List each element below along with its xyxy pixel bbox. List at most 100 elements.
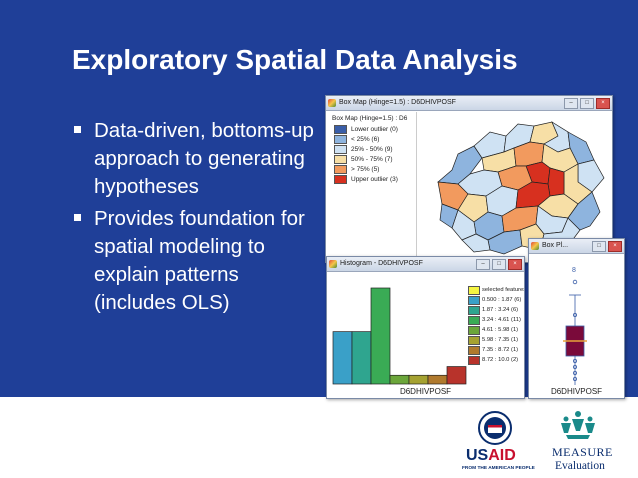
histogram-bar[interactable] [408,374,429,385]
usaid-logo-text: USAID [466,447,516,464]
maximize-button[interactable]: □ [592,241,606,252]
legend-label: 4.61 : 5.98 (1) [482,327,519,333]
close-button[interactable]: × [608,241,622,252]
maximize-button[interactable]: □ [492,259,506,270]
legend-label: 25% - 50% (9) [351,145,393,153]
histogram-caption: D6DHIVPOSF [399,387,452,396]
histogram-legend: selected features 0.500 : 1.87 (6) 1.87 : … [466,285,525,365]
legend-label: selected features [482,287,525,293]
map-region [567,191,601,231]
maximize-button[interactable]: □ [580,98,594,109]
legend-label: Lower outlier (0) [351,125,398,133]
legend-swatch [334,154,347,164]
usaid-tagline: FROM THE AMERICAN PEOPLE [462,466,535,471]
legend-swatch [468,295,480,305]
bullet-text: Provides foundation for spatial modeling… [94,207,305,314]
box-map-window[interactable]: Box Map (Hinge=1.5) : D6DHIVPOSF – □ × B… [325,95,613,263]
box-plot-caption: D6DHIVPOSF [529,387,624,396]
legend-label: Upper outlier (3) [351,175,398,183]
legend-swatch [468,335,480,345]
app-icon [329,260,337,268]
legend-label: 1.87 : 3.24 (6) [482,307,519,313]
legend-label: < 25% (6) [351,135,380,143]
histogram-legend-item: 5.98 : 7.35 (1) [466,335,522,345]
close-button[interactable]: × [596,98,610,109]
map-legend-item: > 75% (5) [328,164,416,174]
minimize-button[interactable]: – [564,98,578,109]
histogram-bar[interactable] [370,287,391,385]
legend-swatch [468,355,480,365]
map-legend-item: Upper outlier (3) [328,174,416,184]
histogram-window[interactable]: Histogram - D6DHIVPOSF – □ × selected fe… [326,256,525,399]
histogram-title: Histogram - D6DHIVPOSF [340,260,423,267]
histogram-bar[interactable] [446,366,467,385]
legend-swatch [334,174,347,184]
legend-swatch [334,124,347,134]
data-point [573,377,578,382]
app-icon [531,242,539,250]
slide-title: Exploratory Spatial Data Analysis [72,44,518,75]
measure-people-icon [561,411,595,439]
data-point [573,365,578,370]
bullet-text: Data-driven, bottoms-up approach to gene… [94,119,314,198]
histogram-bar[interactable] [389,374,410,385]
legend-label: 8.72 : 10.0 (2) [482,357,519,363]
histogram-bar[interactable] [351,331,372,385]
histogram-legend-item: 1.87 : 3.24 (6) [466,305,522,315]
map-legend-item: 25% - 50% (9) [328,144,416,154]
box-plot-window[interactable]: Box Pl... □ × 8 D6DHIVPOSF [528,238,625,399]
box-map-titlebar[interactable]: Box Map (Hinge=1.5) : D6DHIVPOSF – □ × [326,96,612,111]
bullet-item: Provides foundation for spatial modeling… [74,205,326,317]
map-region [461,233,491,253]
data-point [573,313,578,318]
data-point [573,371,578,376]
map-legend-item: < 25% (6) [328,134,416,144]
box-plot-titlebar[interactable]: Box Pl... □ × [529,239,624,254]
choropleth-map[interactable] [418,112,613,260]
histogram-legend-item: 0.500 : 1.87 (6) [466,295,522,305]
legend-swatch [334,164,347,174]
measure-logo-text: MEASURE [552,445,613,459]
legend-swatch [468,285,480,295]
usaid-seal-icon [478,411,512,445]
histogram-legend-item: 3.24 : 4.61 (11) [466,315,522,325]
map-legend-title: Box Map (Hinge=1.5) : D6 [332,115,408,122]
bullet-list: Data-driven, bottoms-up approach to gene… [74,117,326,321]
histogram-legend-item: 7.35 : 8.72 (1) [466,345,522,355]
legend-label: > 75% (5) [351,165,380,173]
histogram-chart[interactable] [329,274,469,386]
histogram-bar[interactable] [427,374,448,385]
bullet-marker [74,126,81,133]
histogram-bar[interactable] [332,331,353,385]
logos-area: USAID FROM THE AMERICAN PEOPLE MEASURE E… [458,405,638,478]
map-legend-item: Lower outlier (0) [328,124,416,134]
legend-label: 5.98 : 7.35 (1) [482,337,519,343]
legend-swatch [468,325,480,335]
bullet-item: Data-driven, bottoms-up approach to gene… [74,117,326,201]
bullet-marker [74,214,81,221]
legend-label: 50% - 75% (7) [351,155,393,163]
legend-label: 0.500 : 1.87 (6) [482,297,522,303]
legend-label: 7.35 : 8.72 (1) [482,347,519,353]
close-button[interactable]: × [508,259,522,270]
box-map-title: Box Map (Hinge=1.5) : D6DHIVPOSF [339,99,456,106]
evaluation-logo-text: Evaluation [555,460,605,472]
data-point [573,359,578,364]
legend-label: 3.24 : 4.61 (11) [482,317,521,323]
app-icon [328,99,336,107]
histogram-titlebar[interactable]: Histogram - D6DHIVPOSF – □ × [327,257,524,272]
legend-swatch [468,345,480,355]
outlier-point [572,279,578,285]
map-region [547,167,565,197]
box-plot-chart[interactable]: 8 [529,255,624,385]
legend-swatch [334,134,347,144]
minimize-button[interactable]: – [476,259,490,270]
legend-swatch [468,305,480,315]
map-legend: Box Map (Hinge=1.5) : D6 Lower outlier (… [328,112,417,260]
map-legend-item: 50% - 75% (7) [328,154,416,164]
map-region [439,203,459,229]
legend-swatch [468,315,480,325]
legend-swatch [334,144,347,154]
outlier-label: 8 [572,267,576,274]
histogram-legend-item: 8.72 : 10.0 (2) [466,355,522,365]
